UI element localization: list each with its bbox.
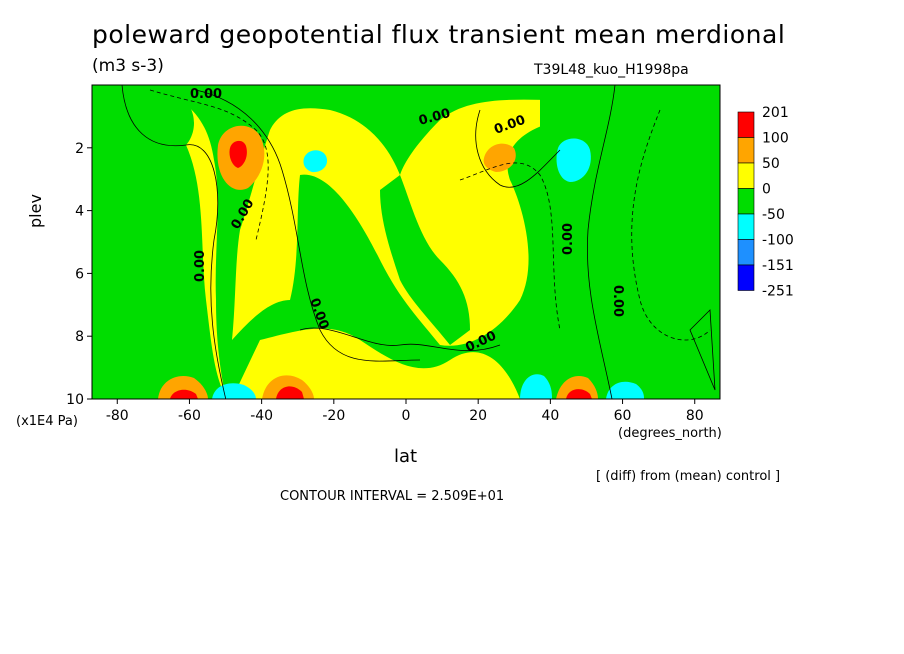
contour-line	[689, 309, 716, 391]
region-west-polar-band	[92, 85, 226, 399]
region-surface-red-1	[170, 389, 198, 399]
colorbar-swatch	[737, 111, 755, 138]
x-tick-label: 0	[402, 408, 411, 424]
contour-line	[195, 89, 421, 362]
colorbar-swatch	[737, 162, 755, 189]
contour-line	[587, 85, 616, 399]
y-tick-label: 10	[66, 392, 84, 408]
contour-line	[631, 109, 711, 341]
region-upper-left-red	[229, 140, 247, 168]
x-tick-label: -80	[106, 408, 129, 424]
x-tick-label: -20	[322, 408, 345, 424]
y-axis: 2 4 6 8 10	[66, 141, 92, 408]
colorbar-label: -251	[762, 284, 794, 300]
region-surface-orange-1	[158, 376, 208, 399]
region-upper-cyan-nh	[556, 138, 591, 182]
y-tick-label: 8	[75, 329, 84, 345]
y-tick-label: 2	[75, 141, 84, 157]
colorbar-label: 201	[762, 105, 789, 121]
contour-label: 0.00	[561, 223, 576, 255]
run-id: T39L48_kuo_H1998pa	[534, 62, 689, 78]
colorbar-label: 0	[762, 182, 771, 198]
x-axis: -80 -60 -40 -20 0 20 40 60 80	[106, 399, 704, 424]
x-axis-label: lat	[394, 446, 418, 467]
region-surface-red-3	[566, 389, 592, 399]
colorbar-swatch	[737, 239, 755, 266]
contour-line	[121, 85, 227, 399]
contour-label: 0.00	[190, 87, 222, 102]
contour-line	[459, 162, 561, 331]
colorbar-label: -151	[762, 258, 794, 274]
colorbar-swatch	[737, 137, 755, 164]
contour-line	[149, 89, 269, 241]
x-tick-label: 60	[614, 408, 632, 424]
y-axis-unit: (x1E4 Pa)	[16, 414, 78, 429]
contour-line	[299, 327, 501, 352]
colorbar-swatch	[737, 188, 755, 215]
x-axis-unit: (degrees_north)	[618, 426, 722, 441]
colorbar: 201 100 50 0 -50 -100 -151 -251	[737, 105, 794, 300]
region-surface-cyan-3	[606, 381, 644, 399]
contour-lines	[121, 85, 716, 399]
region-surface-red-2	[276, 386, 304, 399]
region-tropical-green	[380, 175, 470, 345]
contour-label: 0.00	[610, 285, 625, 317]
colorbar-label: -50	[762, 207, 785, 223]
colorbar-swatch	[737, 213, 755, 240]
colorbar-label: -100	[762, 233, 794, 249]
region-upper-tropic-orange	[483, 143, 516, 172]
contour-fills	[92, 85, 720, 399]
x-tick-label: -40	[250, 408, 273, 424]
colorbar-swatch	[737, 264, 755, 291]
contour-line	[475, 109, 561, 188]
region-surface-cyan-2	[520, 374, 552, 399]
contour-label: 0.00	[193, 250, 208, 282]
colorbar-label: 50	[762, 156, 780, 172]
chart-title: poleward geopotential flux transient mea…	[92, 20, 786, 49]
x-tick-label: 40	[541, 408, 559, 424]
diff-note: [ (diff) from (mean) control ]	[596, 469, 781, 484]
region-upper-cyan-sh	[303, 150, 328, 173]
x-tick-label: -60	[178, 408, 201, 424]
x-tick-label: 80	[686, 408, 704, 424]
contour-interval: CONTOUR INTERVAL = 2.509E+01	[280, 489, 505, 504]
y-tick-label: 4	[75, 204, 84, 220]
colorbar-label: 100	[762, 131, 789, 147]
x-tick-label: 20	[469, 408, 487, 424]
y-tick-label: 6	[75, 266, 84, 282]
chart-units: (m3 s-3)	[92, 56, 164, 76]
